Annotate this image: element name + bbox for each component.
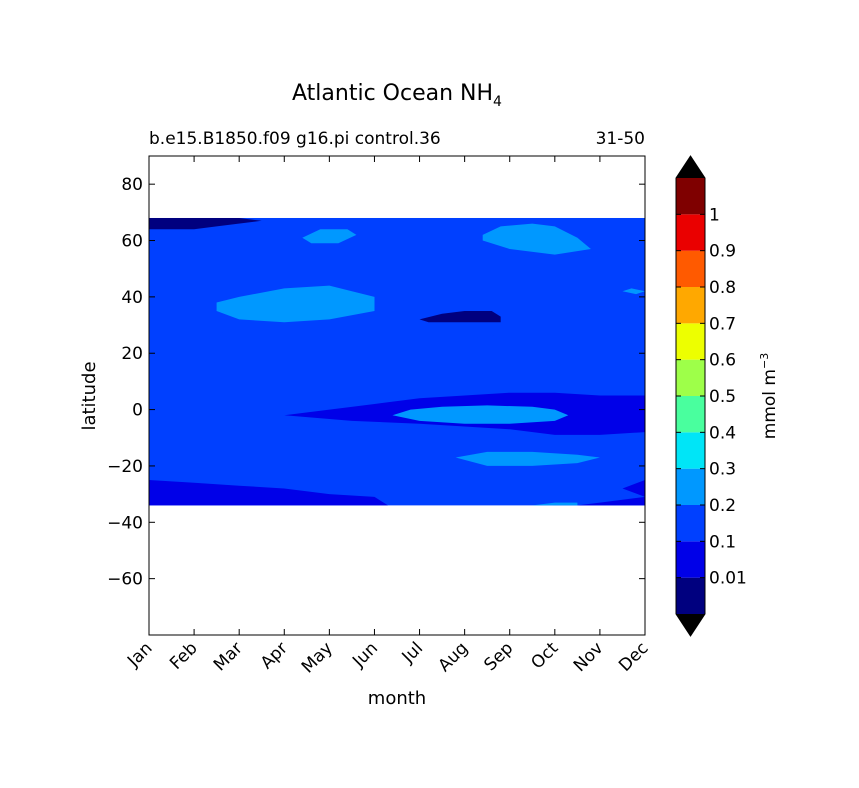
colorbar-swatch (676, 468, 705, 505)
y-tick-label: 60 (121, 232, 143, 252)
x-tick-label: May (298, 638, 337, 677)
colorbar-tick-label: 0.01 (709, 569, 747, 589)
contour-region-15 (149, 218, 262, 230)
y-tick-label: 0 (132, 401, 143, 421)
contour-region-10 (392, 405, 569, 424)
x-tick-label: Apr (257, 638, 292, 673)
y-axis-label: latitude (79, 361, 100, 430)
colorbar-tick-label: 0.3 (709, 460, 736, 480)
x-tick-label: Oct (527, 638, 562, 673)
contour-region-11 (455, 451, 600, 466)
contour-region-2 (149, 316, 645, 345)
x-tick-label: Nov (570, 638, 608, 676)
colorbar-swatch (676, 541, 705, 578)
colorbar-tick-label: 0.6 (709, 351, 736, 371)
plot-frame (148, 155, 646, 636)
colorbar-label: mmol m−3 (758, 353, 780, 439)
colorbar-swatch (676, 432, 705, 469)
y-tick-label: −40 (107, 513, 143, 533)
colorbar-extend-high (676, 156, 705, 178)
colorbar-swatch (676, 214, 705, 251)
contour-region-3 (149, 354, 645, 506)
contour-field (149, 217, 645, 506)
contour-region-5 (149, 480, 388, 506)
contour-region-12 (532, 502, 578, 506)
x-tick-label: Jan (123, 638, 156, 671)
y-tick-label: 40 (121, 288, 143, 308)
chart-title: Atlantic Ocean NH4 (292, 81, 502, 110)
contour-region-7 (216, 285, 375, 323)
colorbar-outline (675, 155, 706, 637)
x-axis-label: month (368, 688, 426, 709)
colorbar-tick-label: 0.7 (709, 314, 736, 334)
colorbar-swatch (676, 505, 705, 542)
x-tick-label: Aug (435, 638, 473, 676)
x-tick-label: Mar (210, 638, 247, 675)
y-tick-label: 20 (121, 344, 143, 364)
colorbar-swatch (676, 323, 705, 360)
plot-area (149, 156, 645, 635)
x-tick-label: Feb (166, 638, 201, 673)
colorbar: 0.01 0.1 0.2 0.3 0.4 0.5 0.6 0.7 0.8 0.9 1 (675, 155, 747, 637)
y-tick-label: −20 (107, 457, 143, 477)
colorbar-swatch (676, 250, 705, 287)
colorbar-swatch (676, 359, 705, 396)
contour-region-14 (419, 311, 501, 323)
x-tick-label: Dec (615, 638, 652, 675)
y-tick-label: −60 (107, 570, 143, 590)
colorbar-tick-label: 1 (709, 205, 720, 225)
x-tick-label: Sep (480, 638, 517, 675)
contour-region-9 (302, 229, 357, 244)
colorbar-swatch (676, 396, 705, 433)
colorbar-extend-low (676, 614, 705, 636)
subtitle-right: 31-50 (596, 129, 645, 149)
colorbar-tick-label: 0.9 (709, 242, 736, 262)
y-tick-label: 80 (121, 175, 143, 195)
colorbar-swatch (676, 577, 705, 614)
y-axis: 80 60 40 20 0 −20 −40 −60 (107, 175, 645, 590)
colorbar-tick-label: 0.5 (709, 387, 736, 407)
colorbar-tick-label: 0.4 (709, 423, 736, 443)
contour-region-13 (622, 288, 645, 295)
subtitle-left: b.e15.B1850.f09 g16.pi control.36 (149, 129, 441, 149)
contour-region-8 (482, 223, 591, 255)
colorbar-swatch (676, 287, 705, 324)
colorbar-swatch (676, 178, 705, 215)
colorbar-tick-label: 0.8 (709, 278, 736, 298)
x-tick-label: Jul (398, 638, 427, 667)
x-tick-label: Jun (348, 638, 382, 672)
contour-region-6 (577, 480, 645, 506)
colorbar-tick-label: 0.2 (709, 496, 736, 516)
colorbar-tick-label: 0.1 (709, 532, 736, 552)
